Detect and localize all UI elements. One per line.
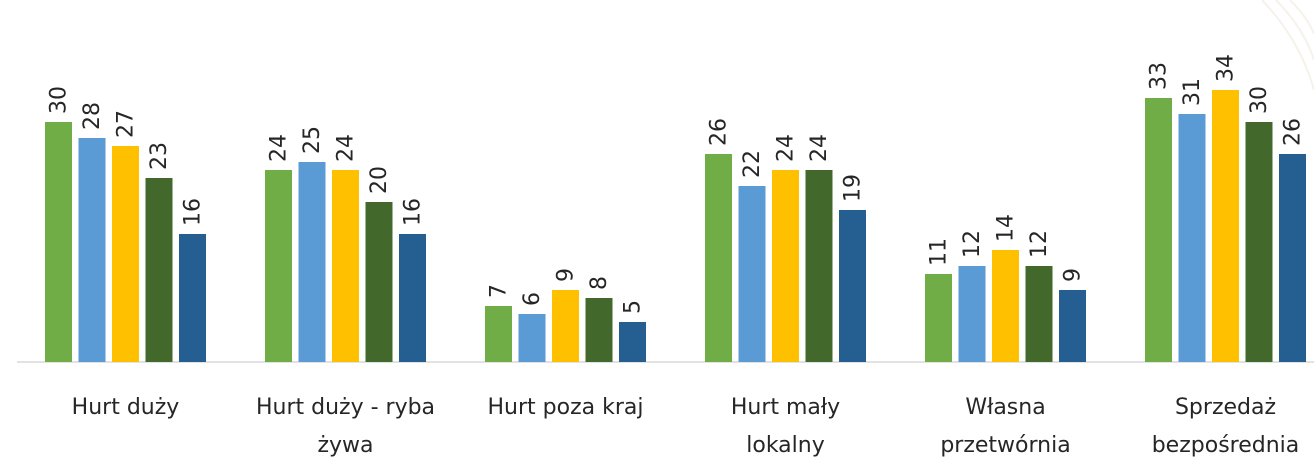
- bar: [45, 122, 72, 362]
- category-label-line: Sprzedaż: [1175, 395, 1276, 420]
- category-label: Własna przetwórnia: [940, 395, 1070, 457]
- bar: [1279, 154, 1306, 362]
- data-label: 26: [1281, 118, 1306, 146]
- data-label: 30: [1247, 86, 1272, 114]
- category-label: Sprzedaż bezpośrednia: [1152, 395, 1300, 457]
- category-label-line: Hurt poza kraj: [488, 395, 644, 420]
- data-label: 16: [401, 198, 426, 226]
- bar: [179, 234, 206, 362]
- bar: [265, 170, 292, 362]
- data-label: 31: [1180, 78, 1205, 106]
- bar: [925, 274, 952, 362]
- data-label: 22: [740, 150, 765, 178]
- data-label: 34: [1214, 54, 1239, 82]
- category-label: Hurt duży: [72, 395, 180, 420]
- data-label: 30: [47, 86, 72, 114]
- category-label-line: lokalny: [746, 433, 824, 457]
- data-label: 12: [1027, 230, 1052, 258]
- bar: [1025, 266, 1053, 362]
- bar: [958, 266, 986, 362]
- bar: [805, 170, 833, 362]
- bar: [1145, 98, 1172, 362]
- data-label: 16: [181, 198, 206, 226]
- data-label: 27: [114, 110, 139, 138]
- bar: [1212, 90, 1239, 362]
- category-label-line: bezpośrednia: [1152, 433, 1300, 457]
- bar: [839, 210, 866, 362]
- category-label-line: żywa: [317, 433, 373, 457]
- bar: [619, 322, 646, 362]
- data-label: 11: [927, 238, 952, 266]
- category-label: Hurt poza kraj: [488, 395, 644, 420]
- bar: [1178, 114, 1206, 362]
- data-label: 20: [367, 166, 392, 194]
- data-label: 9: [554, 268, 579, 282]
- bar: [1245, 122, 1273, 362]
- category-label: Hurt duży - ryba żywa: [256, 395, 435, 457]
- data-label: 24: [807, 134, 832, 162]
- bar: [145, 178, 173, 362]
- bar: [738, 186, 766, 362]
- category-label: Hurt mały lokalny: [731, 395, 840, 457]
- category-label-line: przetwórnia: [940, 433, 1070, 457]
- bar: [1059, 290, 1086, 362]
- bar: [112, 146, 139, 362]
- bar: [485, 306, 512, 362]
- corner-decoration: [1261, 0, 1314, 91]
- bar: [518, 314, 546, 362]
- bar: [705, 154, 732, 362]
- data-label: 6: [520, 292, 545, 306]
- category-labels-layer: Hurt duży Hurt duży - ryba żywa Hurt poza k…: [72, 395, 1300, 457]
- bar: [772, 170, 799, 362]
- bar: [78, 138, 106, 362]
- data-label: 25: [300, 126, 325, 154]
- data-label: 7: [487, 284, 512, 298]
- category-label-line: Własna: [965, 395, 1045, 420]
- data-label: 9: [1061, 268, 1086, 282]
- data-label: 24: [267, 134, 292, 162]
- data-label: 26: [707, 118, 732, 146]
- category-label-line: Hurt mały: [731, 395, 840, 420]
- bar: [552, 290, 579, 362]
- bar: [992, 250, 1019, 362]
- bar: [365, 202, 393, 362]
- data-label: 28: [80, 102, 105, 130]
- data-label: 23: [147, 142, 172, 170]
- data-label: 19: [841, 174, 866, 202]
- data-label: 14: [994, 214, 1019, 242]
- data-label: 5: [621, 300, 646, 314]
- data-label: 24: [334, 134, 359, 162]
- bars-layer: [45, 90, 1306, 362]
- bar: [585, 298, 613, 362]
- bar: [332, 170, 359, 362]
- data-label: 12: [960, 230, 985, 258]
- data-label: 33: [1147, 62, 1172, 90]
- data-label: 8: [587, 276, 612, 290]
- bar: [399, 234, 426, 362]
- category-label-line: Hurt duży: [72, 395, 180, 420]
- bar: [298, 162, 326, 362]
- category-label-line: Hurt duży - ryba: [256, 395, 435, 420]
- data-label: 24: [774, 134, 799, 162]
